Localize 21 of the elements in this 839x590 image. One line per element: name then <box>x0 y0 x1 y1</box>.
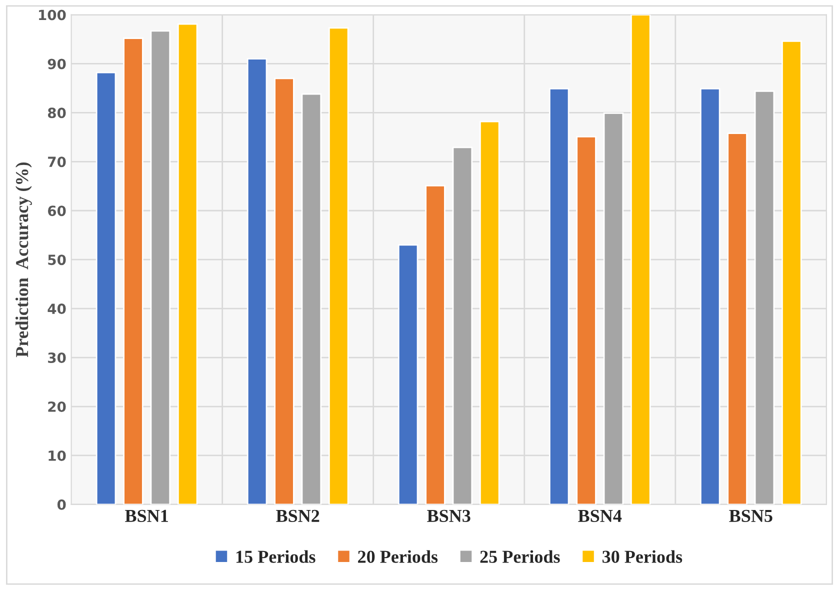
y-tick-label: 80 <box>48 108 66 118</box>
x-tick-label: BSN5 <box>729 510 772 522</box>
y-tick-label: 50 <box>48 254 66 266</box>
x-tick-label: BSN4 <box>578 510 622 522</box>
x-tick-label: BSN2 <box>276 510 320 522</box>
x-tick-label: BSN1 <box>125 510 168 522</box>
y-tick-label: 40 <box>48 304 66 314</box>
y-tick-label: 60 <box>48 206 66 216</box>
legend-label: 25 Periods <box>480 550 560 563</box>
y-tick-label: 90 <box>48 58 66 70</box>
y-axis-title: Prediction Accuracy (%) <box>15 162 32 358</box>
y-tick-label: 0 <box>57 499 66 510</box>
y-tick-label: 70 <box>48 156 66 168</box>
y-tick-label: 20 <box>48 401 66 412</box>
y-tick-label: 10 <box>48 450 66 461</box>
legend-label: 15 Periods <box>236 550 316 563</box>
y-tick-label: 30 <box>48 352 66 364</box>
legend-label: 30 Periods <box>602 550 682 563</box>
x-tick-label: BSN3 <box>427 510 470 522</box>
legend-label: 20 Periods <box>358 550 438 563</box>
y-tick-label: 100 <box>39 10 66 20</box>
